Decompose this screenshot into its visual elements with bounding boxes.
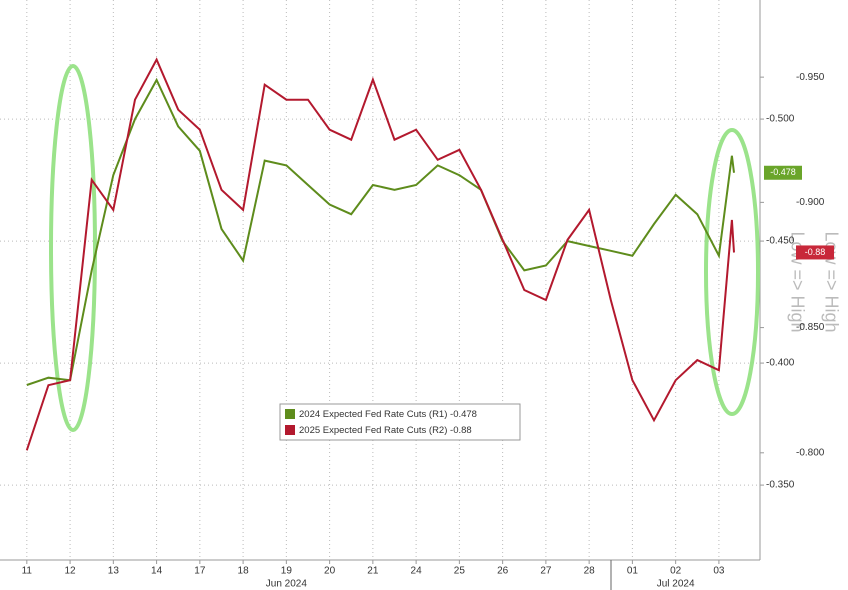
y2-tick-label: -0.850 xyxy=(796,322,825,333)
legend-value: -0.478 xyxy=(450,409,477,420)
x-tick-label: 26 xyxy=(497,566,509,577)
x-group-label: Jul 2024 xyxy=(657,579,695,590)
x-tick-label: 28 xyxy=(584,566,596,577)
legend-box xyxy=(279,403,521,441)
y-tick-label: -0.400 xyxy=(766,358,795,369)
y2-tick-label: -0.800 xyxy=(796,447,825,458)
value-tag-label: -0.88 xyxy=(805,247,826,257)
highlight-ellipse xyxy=(49,64,97,432)
y-tick-label: -0.450 xyxy=(766,236,795,247)
y2-tick-label: -0.900 xyxy=(796,197,825,208)
x-tick-label: 14 xyxy=(151,566,163,577)
legend-name: 2024 Expected Fed Rate Cuts (R1) xyxy=(299,409,447,420)
legend-swatch xyxy=(285,409,295,419)
y2-tick-label: -0.950 xyxy=(796,72,825,83)
x-tick-label: 24 xyxy=(411,566,423,577)
x-tick-label: 18 xyxy=(238,566,250,577)
x-tick-label: 13 xyxy=(108,566,120,577)
x-tick-label: 12 xyxy=(65,566,77,577)
legend-swatch xyxy=(285,425,295,435)
x-tick-label: 21 xyxy=(367,566,379,577)
x-tick-label: 19 xyxy=(281,566,293,577)
x-group-label: Jun 2024 xyxy=(266,579,308,590)
legend-name: 2025 Expected Fed Rate Cuts (R2) xyxy=(299,425,447,436)
value-tag-label: -0.478 xyxy=(770,167,796,177)
legend-label: 2025 Expected Fed Rate Cuts (R2) -0.88 xyxy=(299,425,472,436)
y-tick-label: -0.350 xyxy=(766,480,795,491)
x-tick-label: 01 xyxy=(627,566,639,577)
x-tick-label: 25 xyxy=(454,566,466,577)
plot-area xyxy=(0,0,760,560)
legend-label: 2024 Expected Fed Rate Cuts (R1) -0.478 xyxy=(299,409,477,420)
x-tick-label: 20 xyxy=(324,566,336,577)
value-tag xyxy=(796,245,834,260)
line-series xyxy=(26,77,735,386)
legend-value: -0.88 xyxy=(450,425,472,436)
line-series xyxy=(25,57,735,451)
x-tick-label: 03 xyxy=(713,566,725,577)
highlight-ellipse xyxy=(704,128,760,416)
x-tick-label: 17 xyxy=(194,566,206,577)
y-tick-label: -0.500 xyxy=(766,114,795,125)
x-tick-label: 02 xyxy=(670,566,682,577)
x-tick-label: 11 xyxy=(22,566,33,577)
x-tick-label: 27 xyxy=(540,566,552,577)
value-tag xyxy=(764,165,802,180)
